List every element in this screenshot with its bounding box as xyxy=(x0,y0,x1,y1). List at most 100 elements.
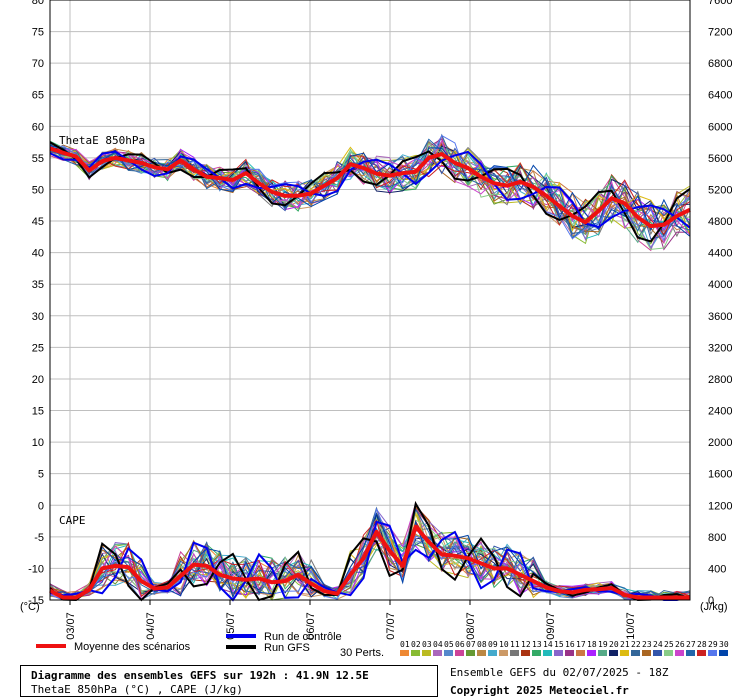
plot-frame xyxy=(49,0,691,601)
left-tick-label: 25 xyxy=(32,342,44,354)
left-tick-label: 75 xyxy=(32,27,44,39)
pert-swatch-15 xyxy=(554,650,563,656)
x-tick-label: 07/07 xyxy=(385,612,397,640)
gfs-legend-label: Run GFS xyxy=(264,642,310,654)
x-tick-label: 08/07 xyxy=(465,612,477,640)
pert-number-19: 19 xyxy=(598,640,608,649)
main-run-lines xyxy=(49,141,691,602)
right-tick-label: 4000 xyxy=(708,279,732,291)
pert-swatch-24 xyxy=(653,650,662,656)
thetae-pert-line xyxy=(49,133,691,239)
pert-number-04: 04 xyxy=(433,640,443,649)
right-tick-label: 2400 xyxy=(708,406,732,418)
pert-number-24: 24 xyxy=(653,640,663,649)
thetae-gfs-run-line xyxy=(49,141,691,243)
pert-swatch-28 xyxy=(697,650,706,656)
pert-swatch-13 xyxy=(532,650,541,656)
pert-number-07: 07 xyxy=(466,640,476,649)
thetae-panel-label: ThetaE 850hPa xyxy=(59,134,145,147)
pert-number-11: 11 xyxy=(510,640,520,649)
cape-mean-line xyxy=(49,524,690,600)
x-tick-label: 03/07 xyxy=(65,612,77,640)
right-tick-label: 7600 xyxy=(708,0,732,7)
pert-number-12: 12 xyxy=(521,640,531,649)
perturbation-lines xyxy=(49,133,691,601)
left-tick-label: 0 xyxy=(38,500,44,512)
right-tick-label: 4800 xyxy=(708,216,732,228)
right-tick-label: 7200 xyxy=(708,27,732,39)
pert-number-26: 26 xyxy=(675,640,685,649)
pert-number-17: 17 xyxy=(576,640,586,649)
left-tick-label: -15 xyxy=(28,595,44,607)
pert-number-16: 16 xyxy=(565,640,575,649)
right-tick-label: 4400 xyxy=(708,248,732,260)
pert-number-22: 22 xyxy=(631,640,641,649)
left-tick-label: 55 xyxy=(32,153,44,165)
chart-title: Diagramme des ensembles GEFS sur 192h : … xyxy=(31,669,369,682)
pert-number-09: 09 xyxy=(488,640,498,649)
pert-swatch-17 xyxy=(576,650,585,656)
pert-number-30: 30 xyxy=(719,640,729,649)
x-axis-ticks: 03/07 04/07 05/07 06/07 07/07 08/07 09/07 10/07 xyxy=(65,612,637,640)
pert-swatch-09 xyxy=(488,650,497,656)
thetae-pert-line xyxy=(49,140,691,238)
pert-swatch-30 xyxy=(719,650,728,656)
left-tick-label: 80 xyxy=(32,0,44,7)
pert-number-08: 08 xyxy=(477,640,487,649)
right-tick-label: 3600 xyxy=(708,311,732,323)
pert-swatch-26 xyxy=(675,650,684,656)
right-tick-label: 800 xyxy=(708,532,726,544)
right-tick-label: 6800 xyxy=(708,58,732,70)
pert-swatch-08 xyxy=(477,650,486,656)
x-tick-label: 05/07 xyxy=(225,612,237,640)
left-tick-label: 50 xyxy=(32,184,44,196)
left-tick-label: 35 xyxy=(32,279,44,291)
control-legend-label: Run de contrôle xyxy=(264,631,342,643)
cape-panel-label: CAPE xyxy=(59,514,86,527)
pert-number-20: 20 xyxy=(609,640,619,649)
pert-number-05: 05 xyxy=(444,640,454,649)
pert-swatch-01 xyxy=(400,650,409,656)
right-axis-ticks: 7600720068006400600056005200480044004000… xyxy=(708,0,732,607)
x-tick-label: 04/07 xyxy=(145,612,157,640)
pert-swatch-03 xyxy=(422,650,431,656)
pert-swatch-14 xyxy=(543,650,552,656)
right-tick-label: 2000 xyxy=(708,437,732,449)
left-tick-label: 70 xyxy=(32,58,44,70)
pert-swatch-18 xyxy=(587,650,596,656)
pert-number-23: 23 xyxy=(642,640,652,649)
pert-swatch-22 xyxy=(631,650,640,656)
pert-number-14: 14 xyxy=(543,640,553,649)
right-tick-label: 5600 xyxy=(708,153,732,165)
thetae-pert-line xyxy=(49,139,691,244)
left-tick-label: 5 xyxy=(38,469,44,481)
x-tick-label: 09/07 xyxy=(545,612,557,640)
thetae-pert-line xyxy=(49,135,691,248)
x-tick-label: 10/07 xyxy=(625,612,637,640)
pert-swatch-06 xyxy=(455,650,464,656)
pert-swatch-23 xyxy=(642,650,651,656)
chart-subtitle: ThetaE 850hPa (°C) , CAPE (J/kg) xyxy=(31,683,243,696)
pert-swatch-20 xyxy=(609,650,618,656)
pert-number-10: 10 xyxy=(499,640,509,649)
pert-swatch-29 xyxy=(708,650,717,656)
pert-legend: 01 02 03 04 05 06 07 08 09 10 11 12 13 14 15 16 17 18 19 20… xyxy=(400,640,729,656)
pert-swatch-11 xyxy=(510,650,519,656)
left-axis-unit: (°C) xyxy=(20,601,40,613)
pert-number-01: 01 xyxy=(400,640,410,649)
x-tick-label: 06/07 xyxy=(305,612,317,640)
right-tick-label: 1200 xyxy=(708,500,732,512)
pert-swatch-21 xyxy=(620,650,629,656)
pert-swatch-19 xyxy=(598,650,607,656)
run-info: Ensemble GEFS du 02/07/2025 - 18Z xyxy=(450,666,669,679)
thetae-pert-line xyxy=(49,138,691,239)
left-tick-label: 45 xyxy=(32,216,44,228)
pert-swatch-25 xyxy=(664,650,673,656)
pert-number-06: 06 xyxy=(455,640,465,649)
pert-number-18: 18 xyxy=(587,640,597,649)
left-tick-label: 15 xyxy=(32,406,44,418)
thetae-pert-line xyxy=(49,138,691,251)
chart-title-box: Diagramme des ensembles GEFS sur 192h : … xyxy=(20,665,438,697)
mean-legend-label: Moyenne des scénarios xyxy=(74,641,191,653)
